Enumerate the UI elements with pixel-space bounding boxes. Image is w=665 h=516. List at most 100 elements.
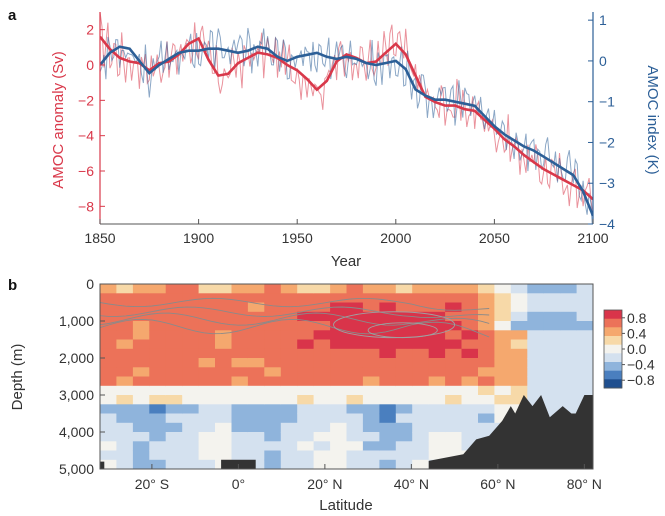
colorbar-swatch <box>604 310 622 320</box>
heatmap-cell <box>330 450 348 461</box>
heatmap-cell <box>395 404 413 415</box>
heatmap-cell <box>461 422 479 433</box>
heatmap-cell <box>560 395 578 405</box>
heatmap-cell <box>576 311 593 322</box>
panel-b-x-tick-label: 40° N <box>394 476 429 492</box>
heatmap-cell <box>461 339 479 350</box>
panel-b-x-ticks: 20° S 0° 20° N 40° N 60° N 80° N <box>135 464 602 492</box>
heatmap-cell <box>264 339 282 350</box>
heatmap-cell <box>576 302 593 313</box>
heatmap-cell <box>379 284 397 294</box>
heatmap-cell <box>198 376 216 387</box>
heatmap-cell <box>379 348 397 359</box>
heatmap-cell <box>116 330 134 341</box>
heatmap-cell <box>330 330 348 341</box>
heatmap-cell <box>313 358 331 368</box>
heatmap-cell <box>132 348 150 359</box>
heatmap-cell <box>132 450 150 461</box>
heatmap-cell <box>362 459 380 469</box>
heatmap-cell <box>198 367 216 378</box>
panel-b-x-tick-label: 20° N <box>307 476 342 492</box>
heatmap-cell <box>297 450 315 461</box>
panel-b-frame <box>99 283 594 470</box>
heatmap-cell <box>182 459 200 469</box>
heatmap-cell <box>379 422 397 433</box>
heatmap-cell <box>461 348 479 359</box>
panel-a-x-tick-label: 2100 <box>577 230 608 246</box>
heatmap-cell <box>132 422 150 433</box>
heatmap-cell <box>297 302 315 313</box>
heatmap-cell <box>412 293 430 304</box>
heatmap-cell <box>313 330 331 341</box>
heatmap-cell <box>297 441 315 452</box>
heatmap-cell <box>182 376 200 387</box>
heatmap-cell <box>346 450 364 461</box>
panel-a-right-tick-label: −4 <box>599 216 615 232</box>
heatmap-cell <box>428 311 446 322</box>
panel-a-left-y-label: AMOC anomaly (Sv) <box>50 51 67 189</box>
heatmap-cell <box>297 293 315 304</box>
heatmap-cell <box>116 422 134 433</box>
heatmap-cell <box>428 441 446 452</box>
heatmap-cell <box>428 330 446 341</box>
heatmap-cell <box>461 330 479 341</box>
heatmap-cell <box>445 339 463 350</box>
heatmap-cell <box>576 321 593 331</box>
heatmap-cell <box>182 432 200 442</box>
heatmap-cell <box>247 432 265 442</box>
heatmap-cell <box>280 367 298 378</box>
heatmap-cell <box>198 348 216 359</box>
panel-a-right-tick-label: 0 <box>599 53 607 69</box>
heatmap-cell <box>132 376 150 387</box>
heatmap-cell <box>165 311 183 322</box>
colorbar-tick-label: −0.8 <box>627 372 655 388</box>
heatmap-cell <box>428 358 446 368</box>
heatmap-cell <box>346 413 364 424</box>
heatmap-cell <box>313 385 331 396</box>
heatmap-cell <box>478 330 495 341</box>
heatmap-cell <box>330 284 348 294</box>
heatmap-cell <box>560 348 578 359</box>
heatmap-cell <box>165 404 183 415</box>
heatmap-cell <box>543 321 561 331</box>
heatmap-cell <box>215 330 232 341</box>
panel-a-x-label: Year <box>331 253 361 270</box>
heatmap-cell <box>280 376 298 387</box>
heatmap-cell <box>280 413 298 424</box>
heatmap-cell <box>198 311 216 322</box>
heatmap-cell <box>461 441 479 452</box>
heatmap-cell <box>132 284 150 294</box>
heatmap-cell <box>560 302 578 313</box>
heatmap-cell <box>510 302 528 313</box>
heatmap-cell <box>264 348 282 359</box>
heatmap-cell <box>445 413 463 424</box>
heatmap-cell <box>510 293 528 304</box>
heatmap-cell <box>412 376 430 387</box>
heatmap-cell <box>116 432 134 442</box>
heatmap-cell <box>297 422 315 433</box>
panel-a-left-tick-label: −2 <box>78 92 94 108</box>
heatmap-cell <box>182 311 200 322</box>
colorbar-tick-label: 0.4 <box>627 325 647 341</box>
heatmap-cell <box>494 385 512 396</box>
panel-a-axes <box>99 12 594 225</box>
heatmap-cell <box>231 348 249 359</box>
heatmap-cell <box>165 450 183 461</box>
heatmap-cell <box>593 460 610 470</box>
heatmap-cell <box>100 450 117 461</box>
heatmap-cell <box>445 302 463 313</box>
heatmap-cell <box>215 376 232 387</box>
colorbar-tick-label: 0.0 <box>627 341 647 357</box>
heatmap-cell <box>165 441 183 452</box>
heatmap-cell <box>362 339 380 350</box>
heatmap-cell <box>445 422 463 433</box>
heatmap-cell <box>100 413 117 424</box>
heatmap-cell <box>560 367 578 378</box>
heatmap-cell <box>445 441 463 452</box>
heatmap-cell <box>527 330 545 341</box>
heatmap-cell <box>132 330 150 341</box>
heatmap-cell <box>313 348 331 359</box>
heatmap-cell <box>165 348 183 359</box>
heatmap-cell <box>280 358 298 368</box>
heatmap-cell <box>247 441 265 452</box>
